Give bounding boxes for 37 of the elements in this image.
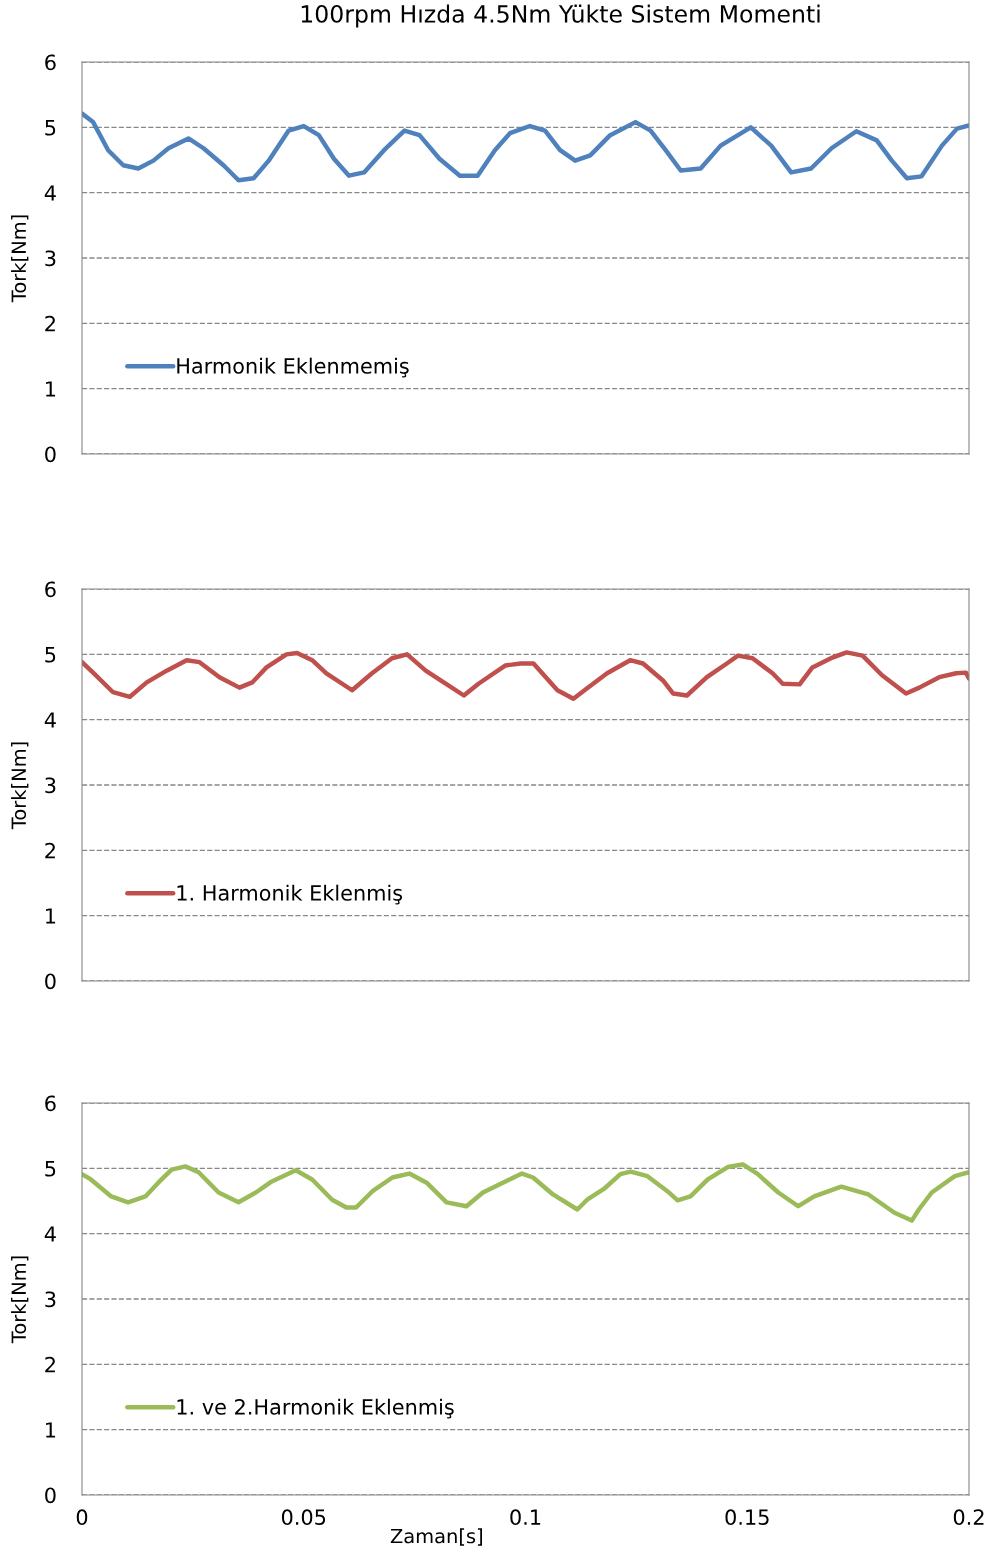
y-tick-label: 6	[45, 54, 56, 71]
x-tick-label: 0.2	[953, 1509, 984, 1526]
legend-label: 1. ve 2.Harmonik Eklenmiş	[177, 1398, 454, 1419]
y-tick-label: 5	[45, 647, 56, 663]
y-tick-label: 4	[44, 185, 56, 201]
y-axis-title: Tork[Nm]	[11, 742, 29, 830]
y-tick-label: 1	[46, 908, 56, 924]
y-tick-label: 0	[45, 973, 56, 990]
y-tick-label: 3	[45, 250, 56, 267]
y-tick-label: 4	[44, 1226, 56, 1242]
x-tick-label: 0.1	[510, 1509, 541, 1526]
y-tick-label: 2	[45, 842, 55, 859]
y-axis-title: Tork[Nm]	[11, 1256, 29, 1344]
y-tick-label: 6	[45, 1095, 56, 1112]
y-tick-label: 6	[45, 581, 56, 598]
y-tick-label: 3	[45, 1291, 56, 1308]
line-series	[82, 1162, 969, 1223]
y-tick-label: 5	[45, 120, 56, 136]
y-tick-label: 4	[44, 712, 56, 728]
y-tick-label: 2	[45, 315, 55, 332]
line-series	[82, 111, 969, 183]
y-tick-label: 0	[45, 1487, 56, 1504]
legend-label: Harmonik Eklenmemiş	[177, 357, 409, 378]
y-axis-title: Tork[Nm]	[11, 215, 29, 303]
y-tick-label: 2	[45, 1356, 55, 1373]
y-tick-label: 1	[46, 1422, 56, 1438]
line-series	[82, 650, 969, 701]
y-tick-label: 5	[45, 1161, 56, 1177]
chart-title: 100rpm Hızda 4.5Nm Yükte Sistem Momenti	[301, 4, 820, 28]
x-axis-title: Zaman[s]	[390, 1528, 482, 1546]
y-tick-label: 3	[45, 777, 56, 794]
x-tick-label: 0.05	[281, 1509, 326, 1526]
x-tick-label: 0	[76, 1509, 88, 1526]
y-tick-label: 1	[46, 381, 56, 397]
legend-label: 1. Harmonik Eklenmiş	[177, 884, 403, 905]
y-tick-label: 0	[45, 446, 56, 463]
x-tick-label: 0.15	[725, 1509, 769, 1526]
